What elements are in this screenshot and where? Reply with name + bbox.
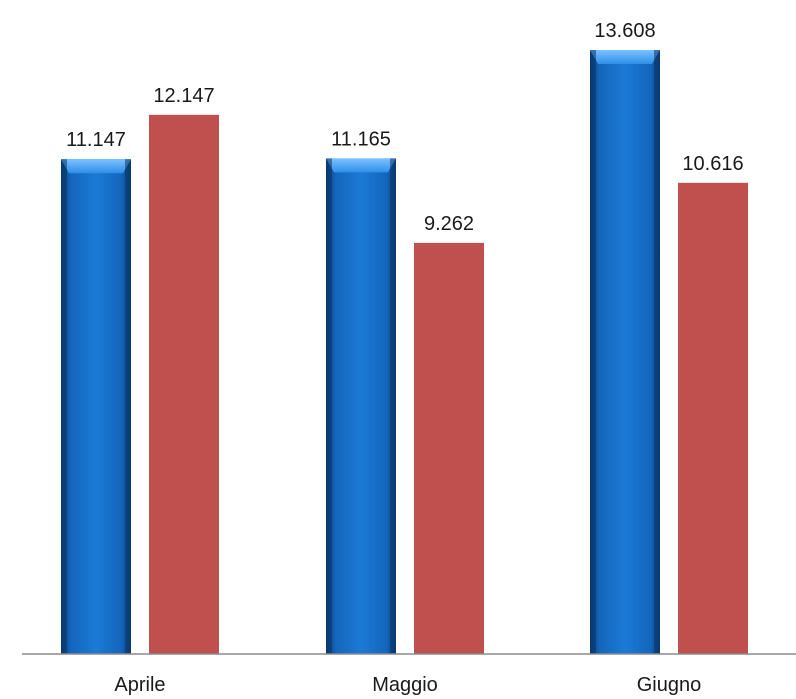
bar-maggio-series2 bbox=[414, 242, 484, 654]
category-label-aprile: Aprile bbox=[114, 674, 165, 696]
category-label-maggio: Maggio bbox=[372, 674, 438, 696]
bar-giugno-series1 bbox=[590, 50, 660, 654]
bar-giugno-series2 bbox=[678, 182, 748, 654]
bar-aprile-series2 bbox=[149, 114, 219, 655]
bar-aprile-series1 bbox=[61, 159, 131, 654]
value-label-aprile-series2: 12.147 bbox=[153, 85, 214, 107]
value-label-giugno-series2: 10.616 bbox=[682, 153, 743, 175]
value-label-giugno-series1: 13.608 bbox=[594, 20, 655, 42]
category-label-giugno: Giugno bbox=[637, 674, 702, 696]
value-label-maggio-series1: 11.165 bbox=[331, 128, 391, 150]
value-label-aprile-series1: 11.147 bbox=[66, 129, 126, 151]
value-label-maggio-series2: 9.262 bbox=[424, 213, 474, 235]
bar-maggio-series1 bbox=[326, 158, 396, 655]
